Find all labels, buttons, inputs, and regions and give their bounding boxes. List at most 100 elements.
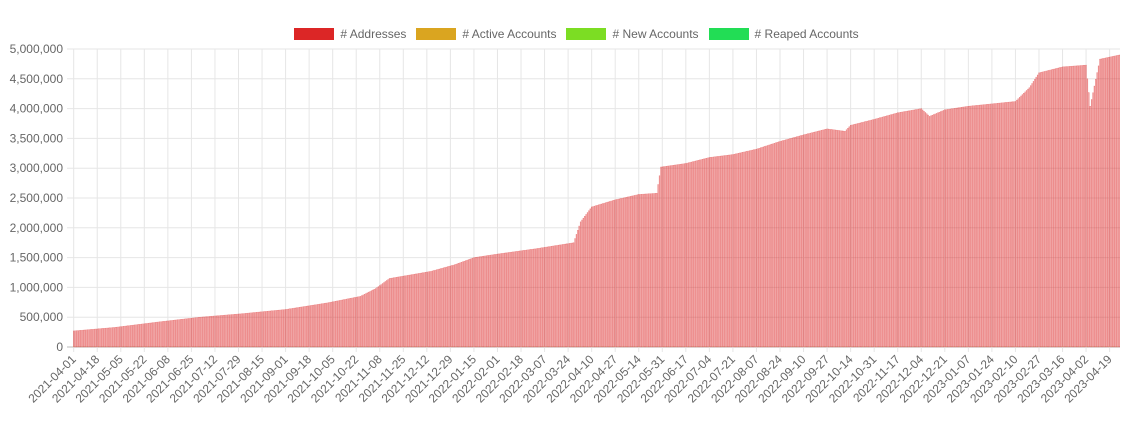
legend-item-active-accounts[interactable]: # Active Accounts — [416, 27, 556, 41]
bar-addresses — [1014, 101, 1017, 348]
bar-addresses — [470, 258, 472, 348]
bar-addresses — [700, 159, 702, 348]
bar-addresses — [350, 298, 352, 348]
bar-addresses — [319, 303, 321, 348]
bar-addresses — [207, 316, 209, 348]
bar-addresses — [759, 147, 762, 348]
legend-item-addresses[interactable]: # Addresses — [294, 27, 406, 41]
bar-addresses — [332, 301, 334, 348]
bar-addresses — [242, 313, 244, 348]
y-tick-label: 5,000,000 — [10, 42, 64, 56]
bar-addresses — [1067, 66, 1069, 348]
bar-addresses — [423, 272, 425, 348]
bar-addresses — [405, 275, 407, 348]
bar-addresses — [905, 111, 907, 348]
bar-addresses — [290, 308, 292, 348]
bar-addresses — [658, 175, 661, 348]
bar-addresses — [408, 274, 410, 348]
bar-addresses — [571, 242, 573, 348]
bar-addresses — [438, 268, 440, 348]
bar-addresses — [365, 293, 367, 348]
bar-addresses — [665, 166, 668, 348]
bar-addresses — [188, 318, 190, 348]
bar-addresses — [217, 315, 219, 348]
bar-addresses — [701, 159, 704, 348]
bar-addresses — [293, 307, 295, 348]
bar-addresses — [447, 266, 449, 348]
bar-addresses — [88, 329, 90, 348]
bar-addresses — [327, 302, 330, 348]
bar-addresses — [776, 142, 778, 348]
bar-addresses — [1024, 91, 1026, 348]
bar-addresses — [116, 326, 118, 348]
bar-addresses — [86, 329, 89, 348]
bar-addresses — [861, 122, 863, 348]
bar-addresses — [1056, 68, 1058, 348]
bar-addresses — [705, 157, 708, 348]
bar-addresses — [80, 330, 82, 348]
bar-addresses — [139, 324, 141, 348]
bar-addresses — [906, 110, 909, 348]
bar-addresses — [289, 308, 291, 348]
bar-addresses — [129, 325, 132, 348]
bar-addresses — [147, 322, 150, 348]
bar-addresses — [833, 129, 835, 348]
bar-addresses — [683, 163, 686, 348]
bar-addresses — [1020, 95, 1022, 348]
legend-swatch-new-accounts — [566, 28, 607, 40]
bar-addresses — [555, 245, 557, 348]
bar-addresses — [212, 315, 215, 348]
bar-addresses — [322, 303, 324, 348]
bar-addresses — [1063, 66, 1065, 348]
y-tick-label: 1,000,000 — [10, 280, 64, 294]
bar-addresses — [834, 129, 837, 348]
bar-addresses — [570, 242, 572, 348]
bar-addresses — [1082, 65, 1084, 348]
bar-addresses — [920, 108, 922, 348]
bar-addresses — [926, 113, 928, 348]
bar-addresses — [338, 300, 341, 348]
bar-addresses — [307, 305, 309, 348]
legend-item-new-accounts[interactable]: # New Accounts — [566, 27, 699, 41]
bar-addresses — [276, 310, 278, 348]
bar-addresses — [736, 153, 738, 348]
bar-addresses — [463, 260, 465, 348]
bar-addresses — [879, 117, 881, 348]
bar-addresses — [161, 321, 163, 348]
bar-addresses — [197, 317, 199, 348]
bar-addresses — [507, 252, 510, 348]
bar-addresses — [591, 206, 593, 348]
bar-addresses — [156, 321, 158, 348]
bar-addresses — [956, 107, 958, 348]
bar-addresses — [578, 225, 580, 348]
bar-addresses — [814, 131, 816, 348]
bar-addresses — [467, 259, 470, 348]
bar-addresses — [370, 290, 373, 348]
bar-addresses — [837, 130, 839, 348]
bar-addresses — [1018, 97, 1021, 348]
bar-addresses — [919, 108, 921, 348]
bar-addresses — [804, 134, 806, 348]
bar-addresses — [1110, 56, 1112, 348]
bar-addresses — [275, 310, 277, 348]
bar-addresses — [362, 294, 364, 348]
legend-swatch-active-accounts — [416, 28, 457, 40]
bar-addresses — [945, 109, 947, 348]
bar-addresses — [933, 114, 935, 348]
bar-addresses — [1035, 76, 1037, 348]
bar-addresses — [718, 156, 720, 348]
bar-addresses — [530, 249, 532, 348]
bar-addresses — [675, 164, 677, 348]
bar-addresses — [725, 155, 727, 348]
bar-addresses — [146, 323, 148, 348]
bar-addresses — [546, 246, 548, 348]
bar-addresses — [510, 251, 512, 348]
bar-addresses — [1095, 79, 1097, 348]
bar-addresses — [142, 323, 144, 348]
legend-item-reaped-accounts[interactable]: # Reaped Accounts — [708, 27, 859, 41]
bar-addresses — [419, 273, 421, 348]
bar-addresses — [1046, 70, 1048, 348]
bar-addresses — [1070, 66, 1072, 348]
bar-addresses — [934, 113, 936, 348]
bar-addresses — [1061, 66, 1064, 348]
